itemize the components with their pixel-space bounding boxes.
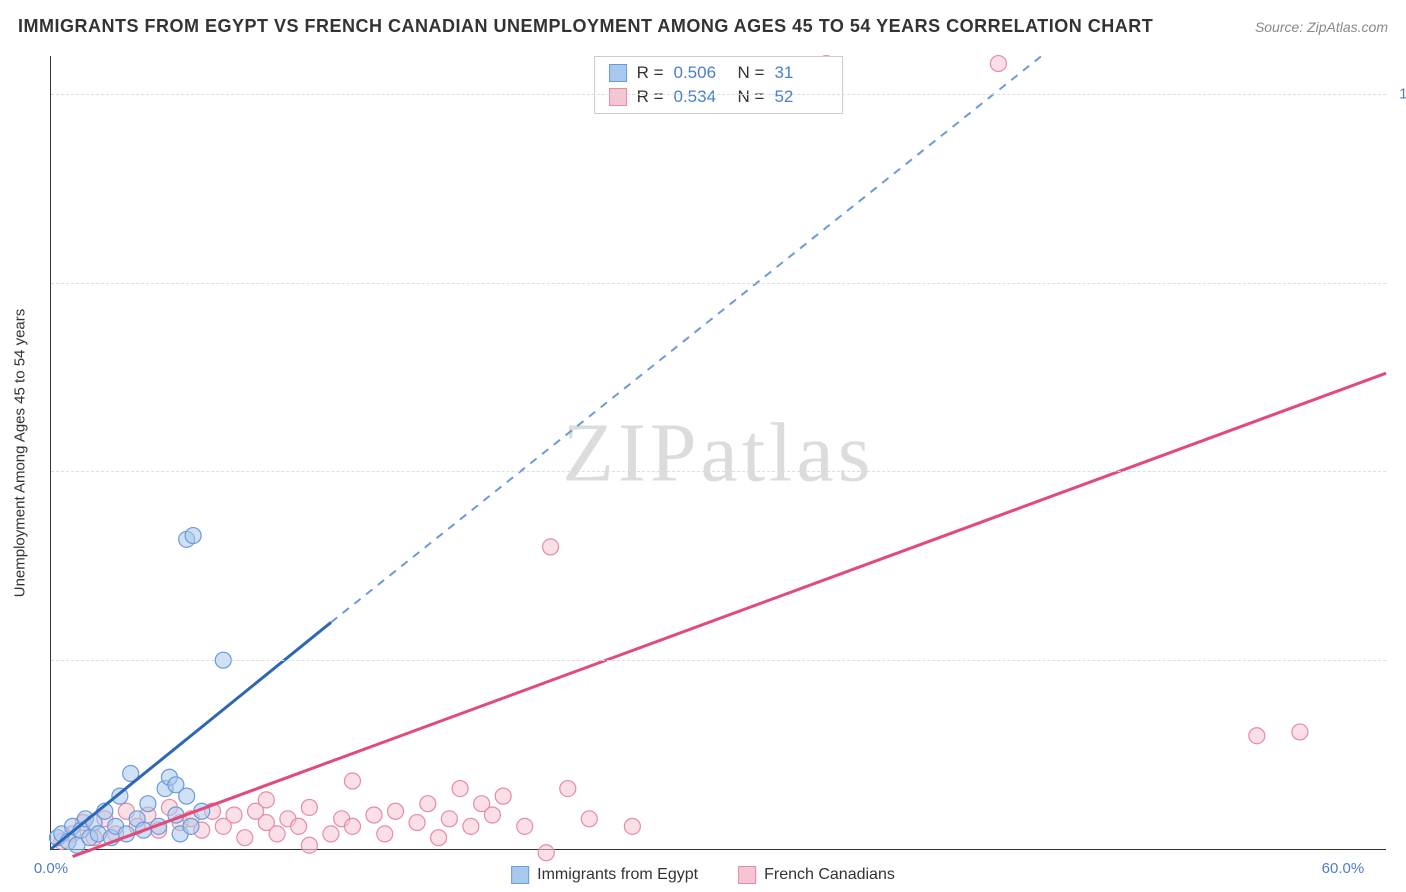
data-point xyxy=(543,539,559,555)
series-name-1: French Canadians xyxy=(764,866,895,884)
data-point xyxy=(344,818,360,834)
data-point xyxy=(581,811,597,827)
bottom-legend-item-0: Immigrants from Egypt xyxy=(511,866,698,884)
grid-line xyxy=(51,660,1386,661)
data-point xyxy=(183,818,199,834)
data-point xyxy=(258,792,274,808)
data-point xyxy=(441,811,457,827)
n-value-0: 31 xyxy=(774,63,828,83)
series-name-0: Immigrants from Egypt xyxy=(537,866,698,884)
trend-line xyxy=(331,56,1042,622)
data-point xyxy=(291,818,307,834)
data-point xyxy=(452,781,468,797)
data-point xyxy=(409,815,425,831)
r-legend-row-0: R = 0.506 N = 31 xyxy=(609,61,829,85)
data-point xyxy=(495,788,511,804)
y-axis-label: Unemployment Among Ages 45 to 54 years xyxy=(12,309,29,598)
data-point xyxy=(388,803,404,819)
r-label: R = xyxy=(637,63,664,83)
trend-line xyxy=(73,373,1386,856)
data-point xyxy=(538,845,554,861)
y-tick-label: 100.0% xyxy=(1399,85,1406,102)
data-point xyxy=(323,826,339,842)
r-legend: R = 0.506 N = 31 R = 0.534 N = 52 xyxy=(594,56,844,114)
n-label: N = xyxy=(738,63,765,83)
data-point xyxy=(140,796,156,812)
swatch-series-1 xyxy=(609,88,627,106)
r-value-1: 0.534 xyxy=(674,87,728,107)
data-point xyxy=(560,781,576,797)
plot-area: ZIPatlas R = 0.506 N = 31 R = 0.534 N = … xyxy=(50,56,1386,850)
grid-line xyxy=(51,471,1386,472)
swatch-series-0 xyxy=(609,64,627,82)
data-point xyxy=(179,788,195,804)
grid-line xyxy=(51,283,1386,284)
data-point xyxy=(484,807,500,823)
data-point xyxy=(431,830,447,846)
data-point xyxy=(463,818,479,834)
bottom-legend: Immigrants from Egypt French Canadians xyxy=(511,866,895,884)
data-point xyxy=(226,807,242,823)
grid-line xyxy=(51,94,1386,95)
data-point xyxy=(517,818,533,834)
bottom-legend-item-1: French Canadians xyxy=(738,866,895,884)
data-point xyxy=(301,837,317,853)
data-point xyxy=(269,826,285,842)
swatch-series-0 xyxy=(511,866,529,884)
data-point xyxy=(301,799,317,815)
data-point xyxy=(185,528,201,544)
data-point xyxy=(990,56,1006,72)
n-label: N = xyxy=(738,87,765,107)
source-label: Source: ZipAtlas.com xyxy=(1255,19,1388,35)
x-tick-label: 60.0% xyxy=(1322,860,1365,877)
data-point xyxy=(1249,728,1265,744)
chart-title: IMMIGRANTS FROM EGYPT VS FRENCH CANADIAN… xyxy=(18,16,1153,37)
data-point xyxy=(1292,724,1308,740)
plot-container: ZIPatlas R = 0.506 N = 31 R = 0.534 N = … xyxy=(50,56,1386,850)
n-value-1: 52 xyxy=(774,87,828,107)
data-point xyxy=(377,826,393,842)
r-value-0: 0.506 xyxy=(674,63,728,83)
data-point xyxy=(344,773,360,789)
r-legend-row-1: R = 0.534 N = 52 xyxy=(609,85,829,109)
data-point xyxy=(420,796,436,812)
data-point xyxy=(366,807,382,823)
x-tick-label: 0.0% xyxy=(34,860,68,877)
title-bar: IMMIGRANTS FROM EGYPT VS FRENCH CANADIAN… xyxy=(18,16,1388,37)
swatch-series-1 xyxy=(738,866,756,884)
r-label: R = xyxy=(637,87,664,107)
data-point xyxy=(624,818,640,834)
data-point xyxy=(237,830,253,846)
chart-svg xyxy=(51,56,1386,849)
